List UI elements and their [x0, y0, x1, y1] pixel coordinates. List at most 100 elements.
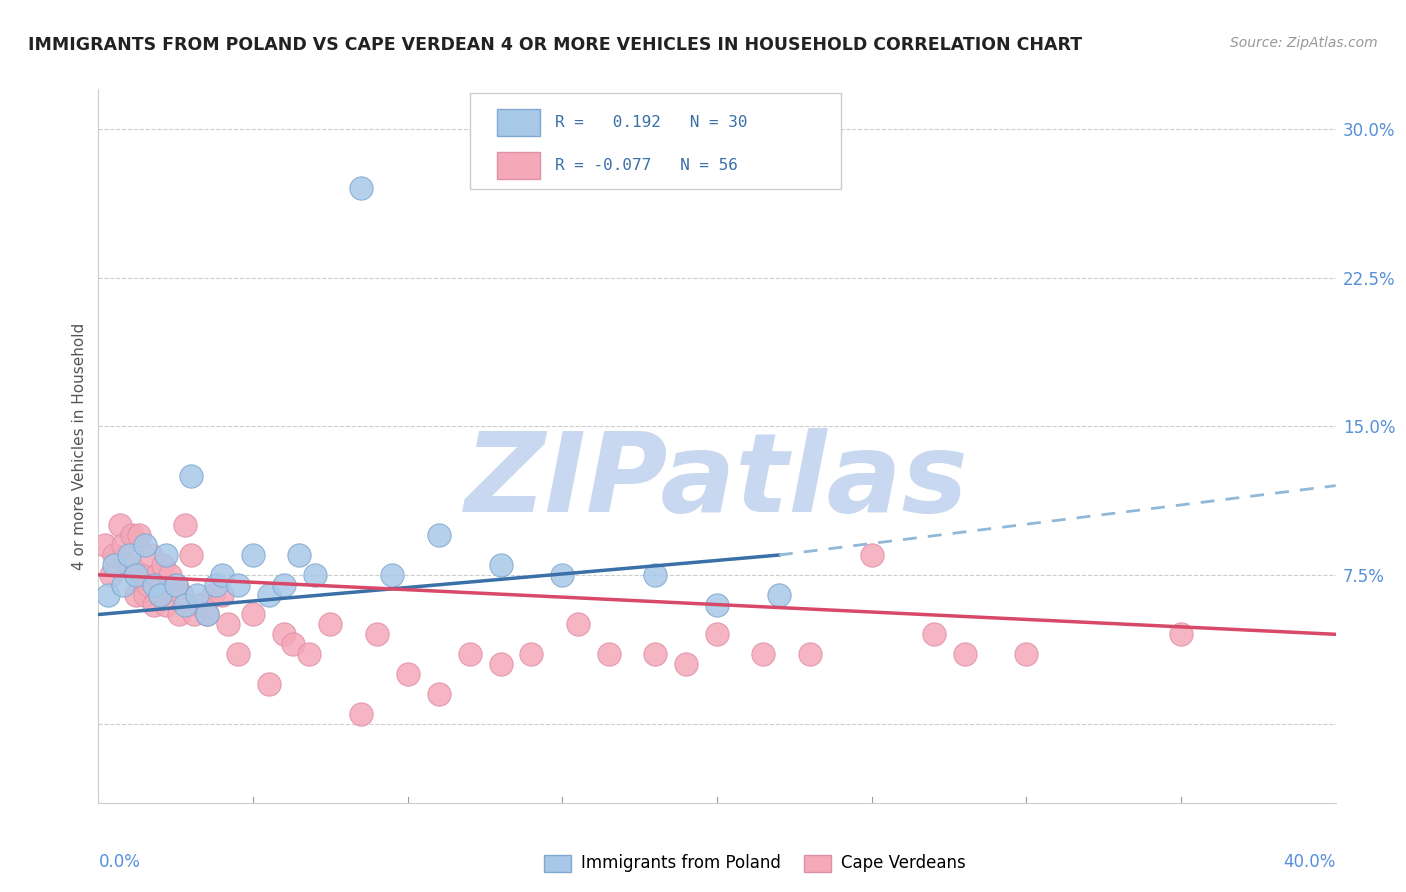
- Point: [124, 588, 146, 602]
- Point: [381, 567, 404, 582]
- Point: [257, 588, 280, 602]
- Point: [174, 518, 197, 533]
- Point: [139, 548, 162, 562]
- Text: 40.0%: 40.0%: [1284, 853, 1336, 871]
- Point: [170, 588, 193, 602]
- Text: Source: ZipAtlas.com: Source: ZipAtlas.com: [1230, 36, 1378, 50]
- FancyBboxPatch shape: [470, 93, 841, 189]
- Point: [149, 588, 172, 602]
- Point: [180, 468, 202, 483]
- Point: [860, 548, 883, 562]
- Y-axis label: 4 or more Vehicles in Household: 4 or more Vehicles in Household: [72, 322, 87, 570]
- Point: [350, 181, 373, 195]
- Point: [146, 567, 169, 582]
- Point: [121, 528, 143, 542]
- Point: [752, 647, 775, 661]
- Point: [143, 578, 166, 592]
- Text: 0.0%: 0.0%: [98, 853, 141, 871]
- Point: [319, 617, 342, 632]
- Point: [226, 647, 249, 661]
- Point: [167, 607, 190, 622]
- Point: [598, 647, 620, 661]
- Point: [427, 528, 450, 542]
- Point: [143, 598, 166, 612]
- Point: [118, 558, 141, 572]
- Point: [953, 647, 976, 661]
- Point: [112, 578, 135, 592]
- Point: [226, 578, 249, 592]
- Point: [97, 588, 120, 602]
- Text: Immigrants from Poland: Immigrants from Poland: [581, 855, 780, 872]
- Point: [1015, 647, 1038, 661]
- Point: [350, 706, 373, 721]
- Point: [149, 588, 172, 602]
- Point: [799, 647, 821, 661]
- Point: [112, 538, 135, 552]
- Point: [304, 567, 326, 582]
- Point: [103, 558, 125, 572]
- Point: [134, 588, 156, 602]
- Point: [165, 578, 187, 592]
- Point: [152, 558, 174, 572]
- Point: [520, 647, 543, 661]
- Point: [242, 548, 264, 562]
- Point: [180, 548, 202, 562]
- Text: R =   0.192   N = 30: R = 0.192 N = 30: [555, 115, 748, 130]
- Point: [489, 657, 512, 671]
- Point: [155, 598, 177, 612]
- Point: [183, 607, 205, 622]
- Point: [551, 567, 574, 582]
- Bar: [496, 110, 540, 136]
- Point: [242, 607, 264, 622]
- Text: Cape Verdeans: Cape Verdeans: [841, 855, 966, 872]
- Text: ZIPatlas: ZIPatlas: [465, 428, 969, 535]
- Point: [190, 598, 212, 612]
- Point: [768, 588, 790, 602]
- Point: [108, 518, 131, 533]
- Point: [922, 627, 945, 641]
- Bar: [496, 152, 540, 179]
- Point: [118, 548, 141, 562]
- Point: [205, 578, 228, 592]
- Point: [124, 567, 146, 582]
- Point: [211, 588, 233, 602]
- Point: [186, 588, 208, 602]
- Point: [131, 567, 153, 582]
- Point: [567, 617, 589, 632]
- Point: [288, 548, 311, 562]
- Point: [128, 528, 150, 542]
- Point: [706, 598, 728, 612]
- Point: [273, 627, 295, 641]
- Point: [458, 647, 481, 661]
- Point: [489, 558, 512, 572]
- Point: [427, 687, 450, 701]
- Point: [366, 627, 388, 641]
- Bar: [804, 855, 831, 872]
- Point: [273, 578, 295, 592]
- Point: [257, 677, 280, 691]
- Point: [195, 607, 218, 622]
- Point: [1170, 627, 1192, 641]
- Point: [93, 538, 115, 552]
- Point: [134, 538, 156, 552]
- Point: [283, 637, 305, 651]
- Point: [201, 588, 224, 602]
- Point: [675, 657, 697, 671]
- Point: [217, 617, 239, 632]
- Point: [644, 647, 666, 661]
- Point: [155, 548, 177, 562]
- Text: R = -0.077   N = 56: R = -0.077 N = 56: [555, 158, 738, 173]
- Point: [706, 627, 728, 641]
- Point: [396, 667, 419, 681]
- Point: [174, 598, 197, 612]
- Point: [100, 567, 122, 582]
- Point: [165, 578, 187, 592]
- Bar: [544, 855, 571, 872]
- Point: [298, 647, 321, 661]
- Point: [136, 578, 159, 592]
- Point: [644, 567, 666, 582]
- Text: IMMIGRANTS FROM POLAND VS CAPE VERDEAN 4 OR MORE VEHICLES IN HOUSEHOLD CORRELATI: IMMIGRANTS FROM POLAND VS CAPE VERDEAN 4…: [28, 36, 1083, 54]
- Point: [159, 567, 181, 582]
- Point: [103, 548, 125, 562]
- Point: [211, 567, 233, 582]
